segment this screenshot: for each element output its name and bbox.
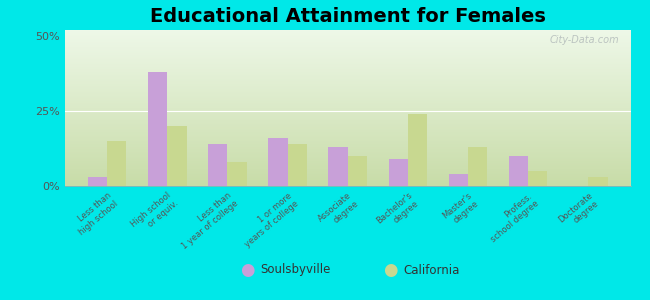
Bar <box>389 159 408 186</box>
Bar <box>328 147 348 186</box>
Bar <box>348 156 367 186</box>
Bar <box>287 144 307 186</box>
Bar <box>588 177 608 186</box>
Bar <box>468 147 488 186</box>
Bar <box>148 72 167 186</box>
Text: ●: ● <box>383 261 397 279</box>
Text: City-Data.com: City-Data.com <box>549 35 619 45</box>
Bar <box>509 156 528 186</box>
Bar <box>208 144 227 186</box>
Text: ●: ● <box>240 261 254 279</box>
Bar <box>88 177 107 186</box>
Text: California: California <box>403 263 460 277</box>
Bar <box>268 138 287 186</box>
Text: Soulsbyville: Soulsbyville <box>260 263 330 277</box>
Title: Educational Attainment for Females: Educational Attainment for Females <box>150 7 546 26</box>
Bar <box>167 126 187 186</box>
Bar <box>227 162 247 186</box>
Bar <box>448 174 468 186</box>
Bar <box>408 114 427 186</box>
Bar <box>528 171 547 186</box>
Bar <box>107 141 126 186</box>
